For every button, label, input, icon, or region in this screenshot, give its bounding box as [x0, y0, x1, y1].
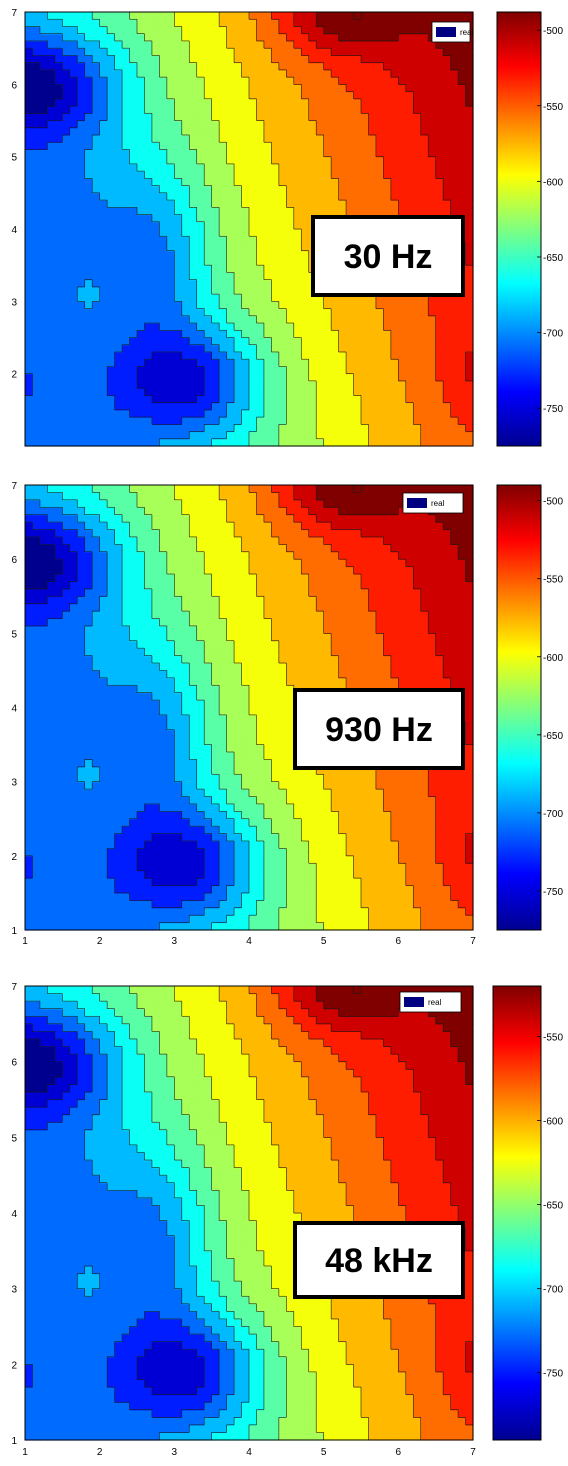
- y-ticks: 2 3 4 5 6 7: [11, 8, 17, 381]
- y-ticks: 1 2 3 4 5 6 7: [11, 982, 17, 1447]
- plot-frame: [24, 985, 474, 1441]
- x-tick-label: 6: [396, 1447, 402, 1458]
- colorbar-tick-label: -700: [543, 1285, 563, 1296]
- legend: real: [402, 492, 464, 514]
- x-tick-label: 7: [470, 936, 476, 947]
- colorbar-tick-label: -600: [543, 177, 563, 188]
- y-tick-label: 2: [11, 370, 17, 381]
- colorbar-tick-label: -650: [543, 1201, 563, 1212]
- y-tick-label: 4: [11, 225, 17, 236]
- legend: real: [431, 21, 474, 43]
- colorbar-tick-label: -700: [543, 809, 563, 820]
- colorbar-tick-label: -650: [543, 731, 563, 742]
- x-ticks: 1 2 3 4 5 6 7: [22, 936, 476, 947]
- y-tick-label: 6: [11, 1058, 17, 1069]
- x-tick-label: 3: [172, 936, 178, 947]
- colorbar-tick-label: -500: [543, 497, 563, 508]
- contour-lines: [25, 12, 473, 446]
- x-tick-label: 2: [97, 1447, 103, 1458]
- colorbar-tick-label: -550: [543, 1032, 563, 1043]
- contour-panel-1: 2 3 4 5 6 7 real 30 Hz -500 -550 -600 -650 -700 -750: [11, 8, 563, 447]
- y-tick-label: 5: [11, 629, 17, 640]
- colorbar-tick-label: -750: [543, 887, 563, 898]
- colorbar-tick-label: -650: [543, 253, 563, 264]
- contour-lines: [25, 986, 473, 1440]
- y-tick-label: 3: [11, 297, 17, 308]
- frequency-label: 30 Hz: [311, 215, 465, 297]
- colorbar-tick-label: -550: [543, 102, 563, 113]
- y-tick-label: 4: [11, 1209, 17, 1220]
- plot-frame: [24, 484, 474, 931]
- contour-panel-3: 1 2 3 4 5 6 7 1 2 3 4 5 6 7 real 48 kHz -550 -600 -650 -700…: [11, 982, 563, 1458]
- colorbar-tick-label: -750: [543, 404, 563, 415]
- y-ticks: 1 2 3 4 5 6 7: [11, 481, 17, 937]
- y-tick-label: 2: [11, 1360, 17, 1371]
- y-tick-label: 1: [11, 1436, 17, 1447]
- legend-label: real: [431, 499, 445, 508]
- x-tick-label: 3: [172, 1447, 178, 1458]
- legend-swatch: [407, 498, 427, 508]
- contour-panel-2: 1 2 3 4 5 6 7 1 2 3 4 5 6 7 real 930 Hz -500 -550 -600 -650…: [11, 481, 563, 947]
- legend-swatch: [404, 997, 424, 1007]
- x-tick-label: 5: [321, 1447, 327, 1458]
- y-tick-label: 3: [11, 778, 17, 789]
- y-tick-label: 7: [11, 8, 17, 19]
- legend: real: [399, 991, 462, 1013]
- colorbar-tick-label: -700: [543, 329, 563, 340]
- x-tick-label: 1: [22, 1447, 28, 1458]
- y-tick-label: 5: [11, 153, 17, 164]
- x-tick-label: 1: [22, 936, 28, 947]
- y-tick-label: 6: [11, 80, 17, 91]
- frequency-text: 30 Hz: [344, 238, 433, 276]
- x-tick-label: 6: [396, 936, 402, 947]
- y-tick-label: 5: [11, 1133, 17, 1144]
- colorbar-tick-label: -550: [543, 575, 563, 586]
- legend-label: real: [460, 28, 474, 37]
- plot-frame: [24, 11, 474, 447]
- x-tick-label: 7: [470, 1447, 476, 1458]
- x-tick-label: 2: [97, 936, 103, 947]
- x-tick-label: 5: [321, 936, 327, 947]
- x-tick-label: 4: [246, 1447, 252, 1458]
- legend-label: real: [428, 998, 442, 1007]
- frequency-text: 48 kHz: [325, 1242, 433, 1280]
- y-tick-label: 6: [11, 555, 17, 566]
- colorbar-tick-label: -600: [543, 1117, 563, 1128]
- legend-swatch: [436, 27, 456, 37]
- frequency-text: 930 Hz: [325, 711, 433, 749]
- colorbar: -550 -600 -650 -700 -750: [492, 985, 563, 1441]
- y-tick-label: 1: [11, 926, 17, 937]
- colorbar: -500 -550 -600 -650 -700 -750: [496, 11, 563, 447]
- contour-fill: [25, 485, 474, 931]
- frequency-label: 930 Hz: [293, 688, 465, 770]
- y-tick-label: 7: [11, 982, 17, 993]
- y-tick-label: 7: [11, 481, 17, 492]
- colorbar-tick-label: -750: [543, 1369, 563, 1380]
- x-tick-label: 4: [246, 936, 252, 947]
- colorbar-tick-label: -500: [543, 26, 563, 37]
- y-tick-label: 4: [11, 704, 17, 715]
- x-ticks: 1 2 3 4 5 6 7: [22, 1447, 476, 1458]
- y-tick-label: 3: [11, 1285, 17, 1296]
- colorbar: -500 -550 -600 -650 -700 -750: [496, 484, 563, 931]
- y-tick-label: 2: [11, 852, 17, 863]
- colorbar-tick-label: -600: [543, 653, 563, 664]
- contour-lines: [25, 485, 473, 930]
- frequency-label: 48 kHz: [293, 1221, 465, 1299]
